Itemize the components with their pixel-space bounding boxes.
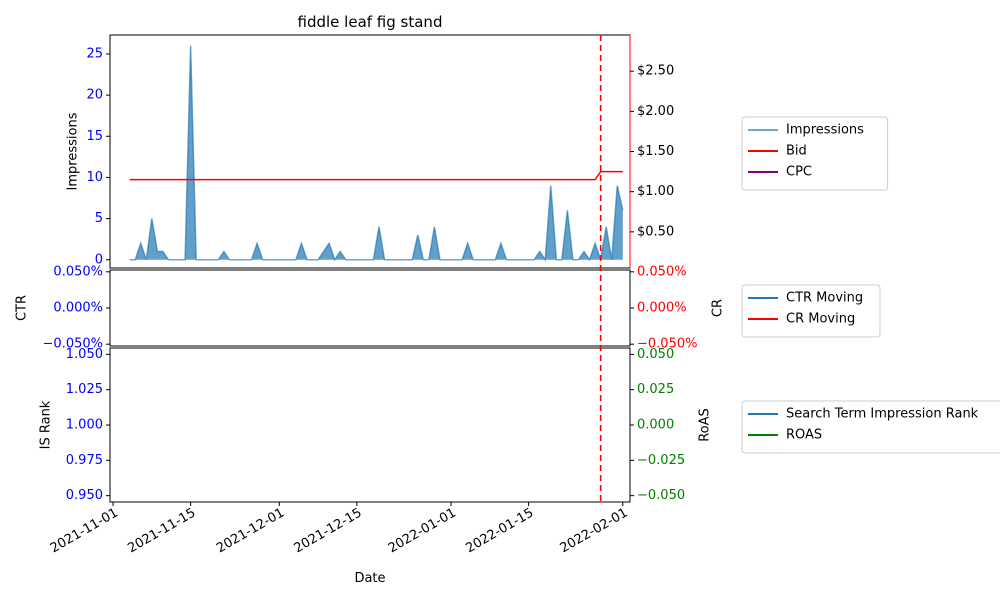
right-tick-label: 0.025 xyxy=(637,382,674,397)
right-tick-label: 0.050% xyxy=(637,264,687,279)
right-tick-label: −0.025 xyxy=(637,453,685,468)
left-tick-label: 20 xyxy=(86,88,103,103)
y-axis-label-left: IS Rank xyxy=(39,400,54,449)
right-tick-label: $2.50 xyxy=(637,64,674,79)
legend-label: ROAS xyxy=(786,428,822,443)
legend-label: Bid xyxy=(786,144,807,159)
right-tick-label: 0.050 xyxy=(637,347,674,362)
left-tick-label: 0 xyxy=(95,252,103,267)
left-tick-label: 15 xyxy=(86,129,103,144)
right-tick-label: 0.000 xyxy=(637,418,674,433)
left-tick-label: 10 xyxy=(86,170,103,185)
left-tick-label: 0.000% xyxy=(53,301,103,316)
left-tick-label: 1.025 xyxy=(66,382,103,397)
bid-line xyxy=(129,170,623,181)
right-tick-label: −0.050 xyxy=(637,488,685,503)
impressions-line xyxy=(129,45,624,262)
left-tick-label: 5 xyxy=(95,211,103,226)
legend-label: CR Moving xyxy=(786,312,855,327)
chart-title: fiddle leaf fig stand xyxy=(298,13,443,31)
legend-label: CTR Moving xyxy=(786,291,863,306)
panel3-frame xyxy=(109,347,631,503)
y-axis-label-right: RoAS xyxy=(698,408,713,442)
x-tick-label: 2021-12-01 xyxy=(214,506,287,557)
legend-label: CPC xyxy=(786,165,812,180)
x-tick-label: 2022-02-01 xyxy=(558,506,631,557)
x-tick-label: 2021-11-01 xyxy=(48,506,121,557)
y-axis-label-right: CR xyxy=(711,299,726,317)
right-tick-label: $1.00 xyxy=(637,184,674,199)
legend-panel3 xyxy=(741,400,1000,454)
y-axis-label-left: CTR xyxy=(15,295,30,321)
right-tick-label: $0.50 xyxy=(637,224,674,239)
right-tick-label: $1.50 xyxy=(637,144,674,159)
right-tick-label: 0.000% xyxy=(637,301,687,316)
x-axis-label: Date xyxy=(354,571,385,586)
x-tick-label: 2022-01-15 xyxy=(463,506,536,557)
left-tick-label: 1.000 xyxy=(66,418,103,433)
left-tick-label: 25 xyxy=(86,46,103,61)
y-axis-label-left: Impressions xyxy=(66,112,81,190)
legend-label: Search Term Impression Rank xyxy=(786,407,979,422)
right-tick-label: −0.050% xyxy=(637,337,697,352)
legend-panel1 xyxy=(741,116,889,191)
left-tick-label: 0.950 xyxy=(66,488,103,503)
left-tick-label: −0.050% xyxy=(43,337,103,352)
x-tick-label: 2022-01-01 xyxy=(386,506,459,557)
legend-label: Impressions xyxy=(786,123,864,138)
left-tick-label: 1.050 xyxy=(66,347,103,362)
left-tick-label: 0.050% xyxy=(53,264,103,279)
panel2-frame xyxy=(109,269,631,347)
right-tick-label: $2.00 xyxy=(637,104,674,119)
x-tick-label: 2021-12-15 xyxy=(292,506,365,557)
left-tick-label: 0.975 xyxy=(66,453,103,468)
x-tick-label: 2021-11-15 xyxy=(125,506,198,557)
impressions-area xyxy=(129,45,623,260)
